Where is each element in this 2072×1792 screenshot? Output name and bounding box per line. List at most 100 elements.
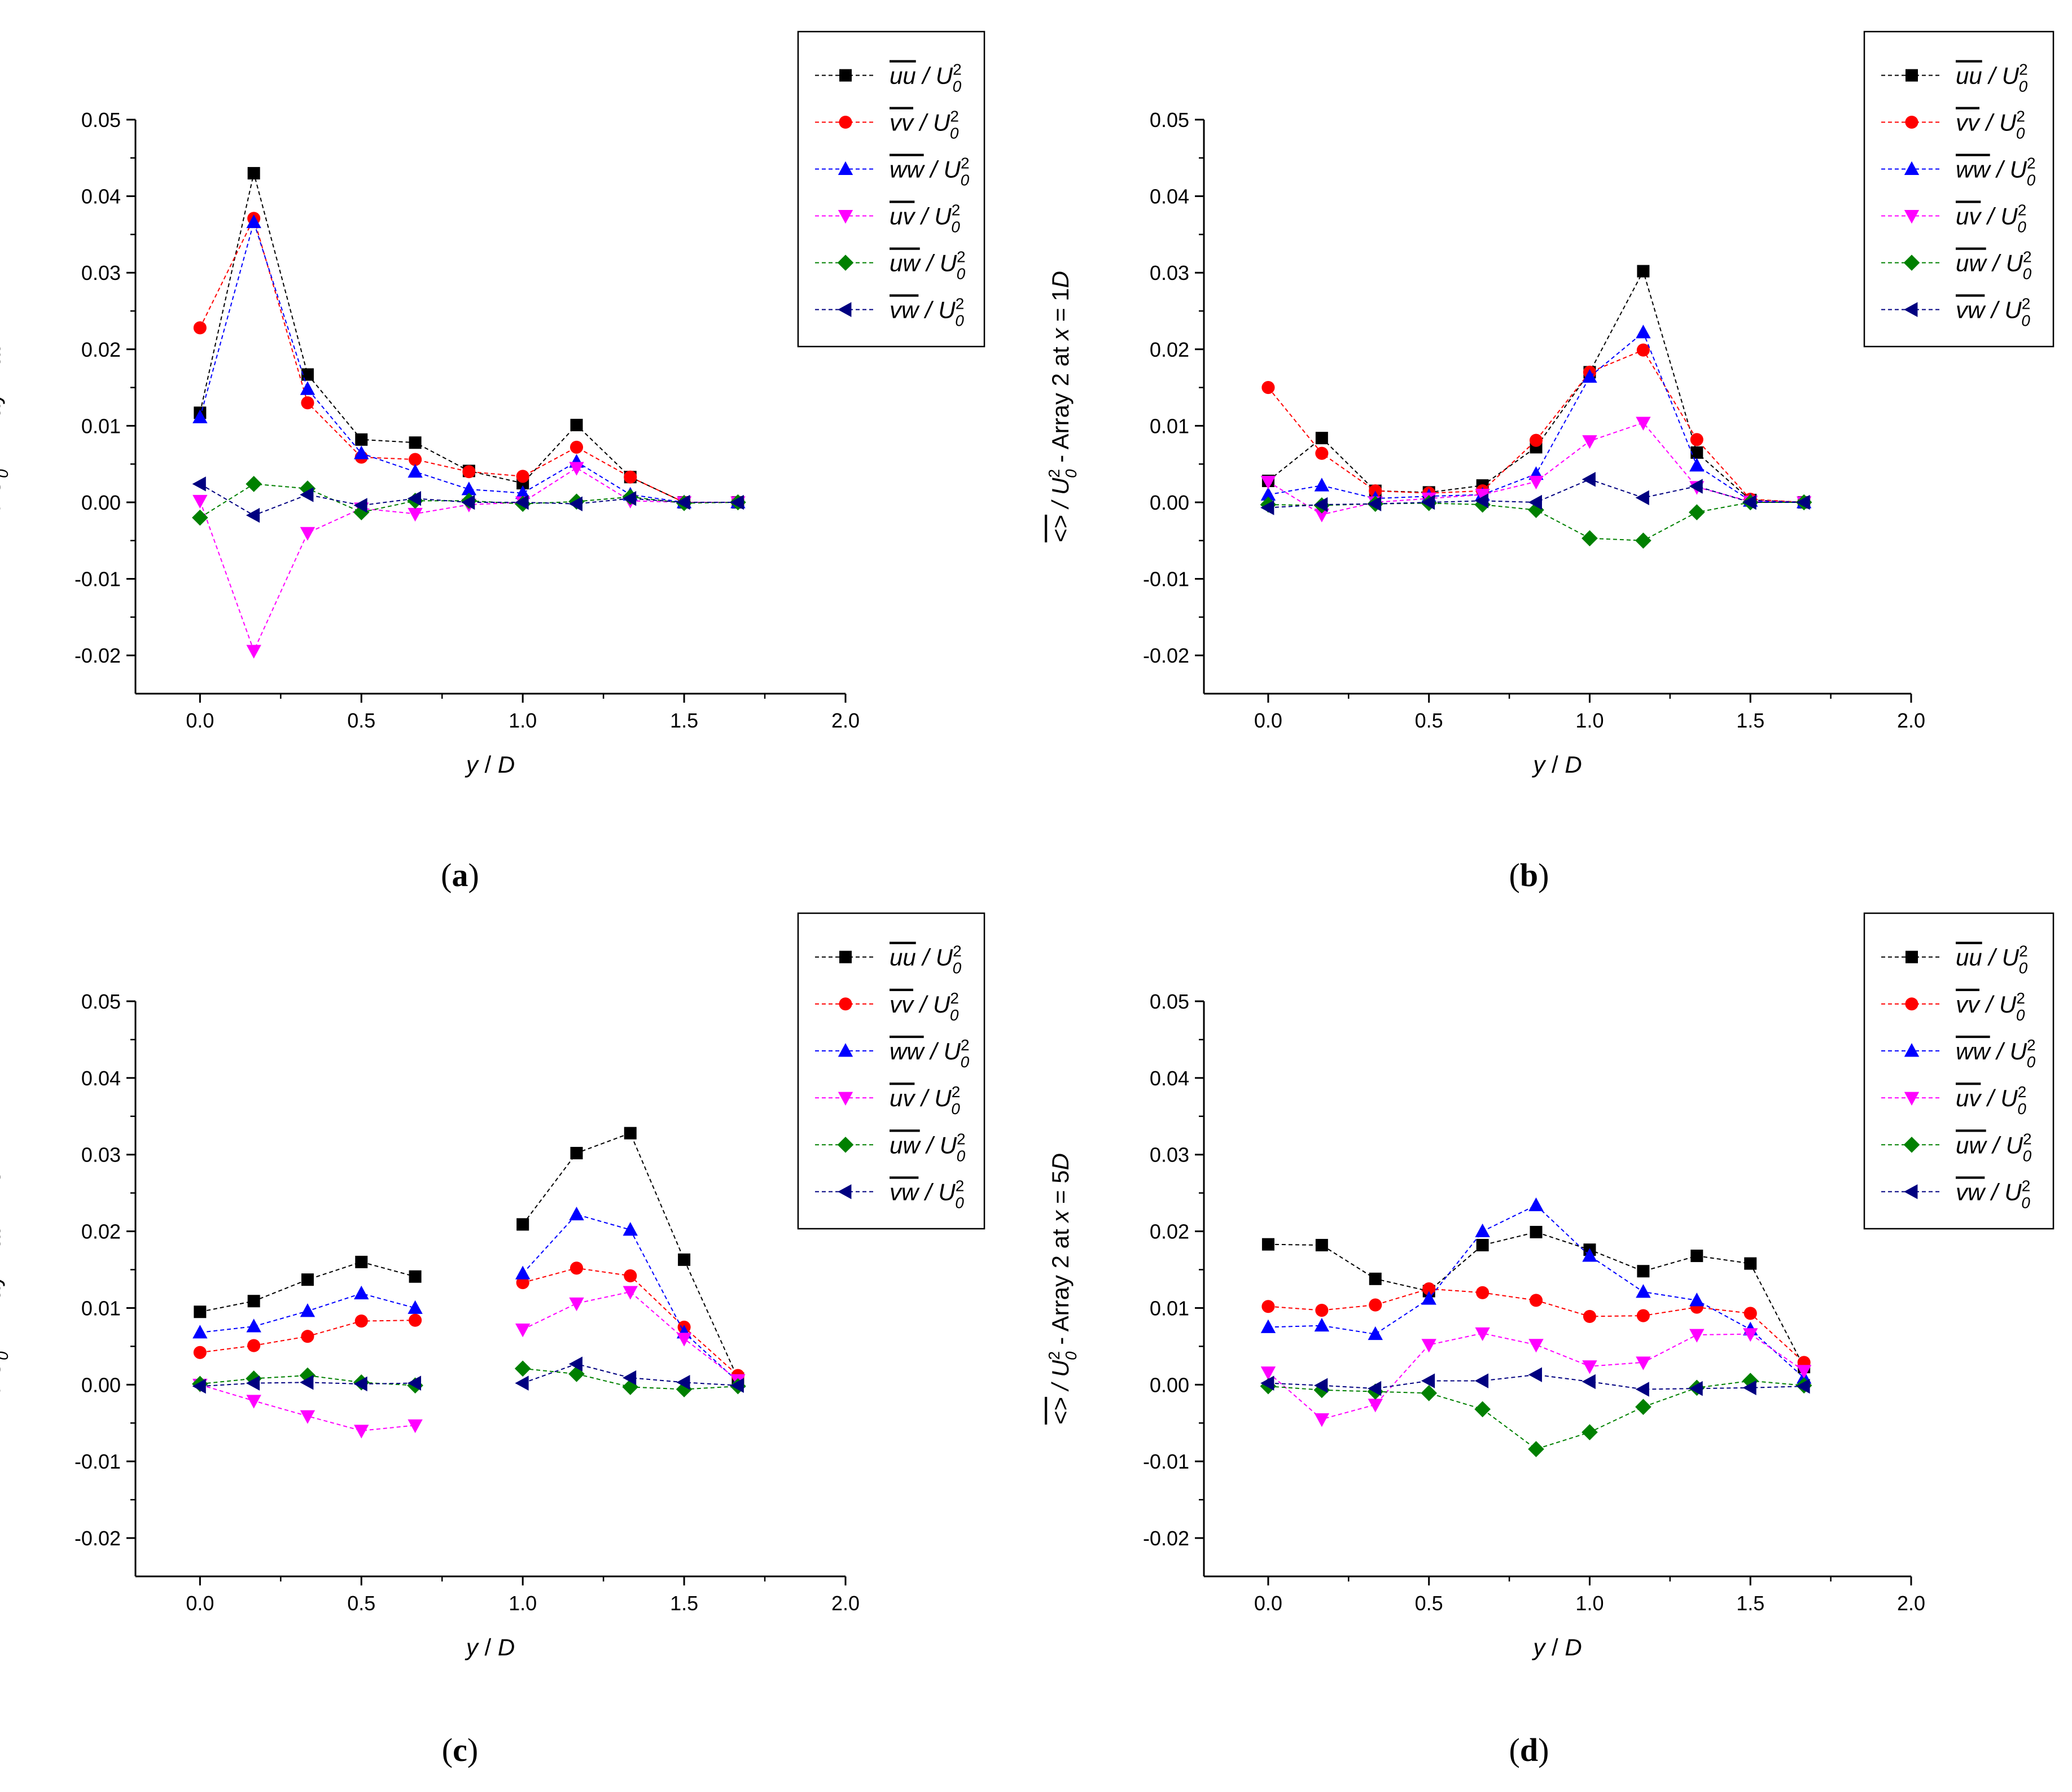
legend-label-vw: vw / U2 0 xyxy=(890,295,964,330)
y-tick-label: 0.00 xyxy=(81,491,121,514)
y-label-d: D xyxy=(0,1153,5,1170)
y-tick-label: -0.02 xyxy=(75,1527,121,1550)
data-point-uv xyxy=(1743,1328,1758,1342)
data-point-vw xyxy=(623,491,637,506)
y-label-sup: 2 xyxy=(1045,469,1063,478)
data-point-vv xyxy=(1636,343,1650,357)
legend-symbol: vv xyxy=(1956,109,1981,136)
y-label-tail: - Array 1 at xyxy=(0,1223,5,1352)
caption-open: ( xyxy=(1509,1732,1520,1768)
y-label-u: / U xyxy=(1047,477,1074,515)
x-tick-label: 1.5 xyxy=(670,709,698,732)
legend-symbol: vv xyxy=(890,991,915,1018)
caption-close: ) xyxy=(467,1732,478,1768)
legend-symbol: uv xyxy=(1956,1085,1982,1111)
data-point-vv xyxy=(409,453,422,466)
y-tick-label: 0.01 xyxy=(81,1296,121,1320)
data-point-uu xyxy=(1744,1257,1757,1270)
data-point-vv xyxy=(193,1346,207,1359)
data-point-vv xyxy=(1529,433,1543,447)
legend-label-vv: vv / U2 0 xyxy=(1956,108,2025,142)
y-tick-label: 0.01 xyxy=(1150,1296,1189,1320)
y-axis-label: <> / U20 - Array 1 at x = 1D xyxy=(0,271,11,542)
data-point-ww xyxy=(246,1318,261,1333)
legend-symbol: vw xyxy=(1956,1178,1986,1205)
data-point-vv xyxy=(570,440,584,454)
y-tick-label: -0.02 xyxy=(1143,1527,1189,1550)
data-point-vv xyxy=(1315,1303,1329,1317)
x-axis-label: y / D xyxy=(1531,751,1582,778)
data-point-vv xyxy=(570,1261,584,1275)
series-line-ww xyxy=(1268,1204,1804,1378)
data-point-uw xyxy=(1582,530,1598,547)
data-point-uu xyxy=(1530,1225,1543,1238)
legend-sub: 0 xyxy=(961,172,970,189)
legend-sub: 0 xyxy=(957,1147,966,1164)
data-point-uw xyxy=(1635,532,1652,549)
data-point-uw xyxy=(1688,504,1705,520)
caption-open: ( xyxy=(442,1732,453,1768)
data-point-vw xyxy=(676,1375,690,1390)
legend-label-uu: uu / U2 0 xyxy=(1956,943,2028,977)
legend-item-vv: vv / U2 0 xyxy=(1881,989,2025,1024)
legend-label-ww: ww / U2 0 xyxy=(1956,155,2036,189)
y-label-overbar: <> xyxy=(0,515,5,542)
y-label-eq: = 5 xyxy=(0,1170,5,1210)
caption-open: ( xyxy=(441,857,452,893)
y-label-tail: - Array 2 at xyxy=(1047,340,1074,470)
data-point-ww xyxy=(515,485,531,500)
data-point-vw xyxy=(1260,1375,1274,1391)
caption-letter: c xyxy=(453,1732,467,1768)
legend-sup: 2 xyxy=(953,61,962,78)
legend-u: / U xyxy=(1985,1178,2022,1205)
legend-marker-uu xyxy=(839,950,852,963)
legend-marker-ww xyxy=(838,161,853,175)
x-tick-label: 0.0 xyxy=(1254,1592,1282,1615)
data-point-uu xyxy=(1476,1239,1489,1252)
data-point-uv xyxy=(1368,1399,1383,1413)
legend-marker-vv xyxy=(1905,997,1918,1011)
legend-marker-ww xyxy=(1904,1043,1920,1057)
data-point-uu xyxy=(355,433,368,446)
x-label-sep: / xyxy=(1545,1634,1565,1660)
legend-symbol: vw xyxy=(1956,297,1986,323)
y-tick-label: 0.00 xyxy=(1150,1373,1189,1396)
data-point-ww xyxy=(300,1303,316,1317)
y-tick-label: 0.00 xyxy=(1150,491,1189,514)
data-point-ww xyxy=(192,409,208,423)
data-point-uv xyxy=(1636,417,1651,431)
x-tick-label: 0.5 xyxy=(1415,1592,1443,1615)
data-point-uv xyxy=(1528,1339,1544,1353)
y-tick-label: 0.05 xyxy=(1150,990,1189,1013)
legend-u: / U xyxy=(920,250,957,277)
x-tick-label: 1.0 xyxy=(509,709,537,732)
legend-item-ww: ww / U2 0 xyxy=(815,155,970,189)
x-tick-label: 2.0 xyxy=(831,1592,860,1615)
legend-label-vw: vw / U2 0 xyxy=(1956,1177,2030,1211)
legend: uu / U2 0vv / U2 0ww / U2 0uv / U2 0uw / U2 0… xyxy=(1863,912,2055,1230)
data-point-uv xyxy=(1260,1366,1276,1381)
y-tick-label: -0.01 xyxy=(1143,568,1189,591)
y-tick-label: -0.02 xyxy=(1143,644,1189,667)
data-point-uv xyxy=(354,1425,369,1439)
data-point-uv xyxy=(246,645,261,659)
legend-label-uw: uw / U2 0 xyxy=(890,248,966,283)
data-point-vw xyxy=(407,1375,422,1391)
data-point-vw xyxy=(246,1375,260,1391)
data-point-uw xyxy=(1635,1399,1652,1416)
x-axis-label: y / D xyxy=(1531,1634,1582,1660)
caption-letter: a xyxy=(452,857,468,893)
legend-u: / U xyxy=(1979,991,2017,1018)
y-tick-label: 0.04 xyxy=(1150,185,1189,208)
y-label-x: x xyxy=(0,1210,5,1224)
y-label-sup: 2 xyxy=(1045,1351,1063,1360)
y-tick-label: 0.02 xyxy=(1150,1220,1189,1243)
data-point-vv xyxy=(462,465,476,479)
legend-u: / U xyxy=(1990,1038,2027,1064)
data-point-vw xyxy=(515,494,529,510)
series-uv xyxy=(1260,1327,1812,1427)
legend-u: / U xyxy=(916,944,953,971)
legend-u: / U xyxy=(1979,109,2017,136)
data-point-uw xyxy=(246,476,262,492)
chart-panel-3: -0.02 -0.01 0.00 0.01 0.02 0.03 0.04 0.05 0.0 0.5… xyxy=(0,912,985,1768)
